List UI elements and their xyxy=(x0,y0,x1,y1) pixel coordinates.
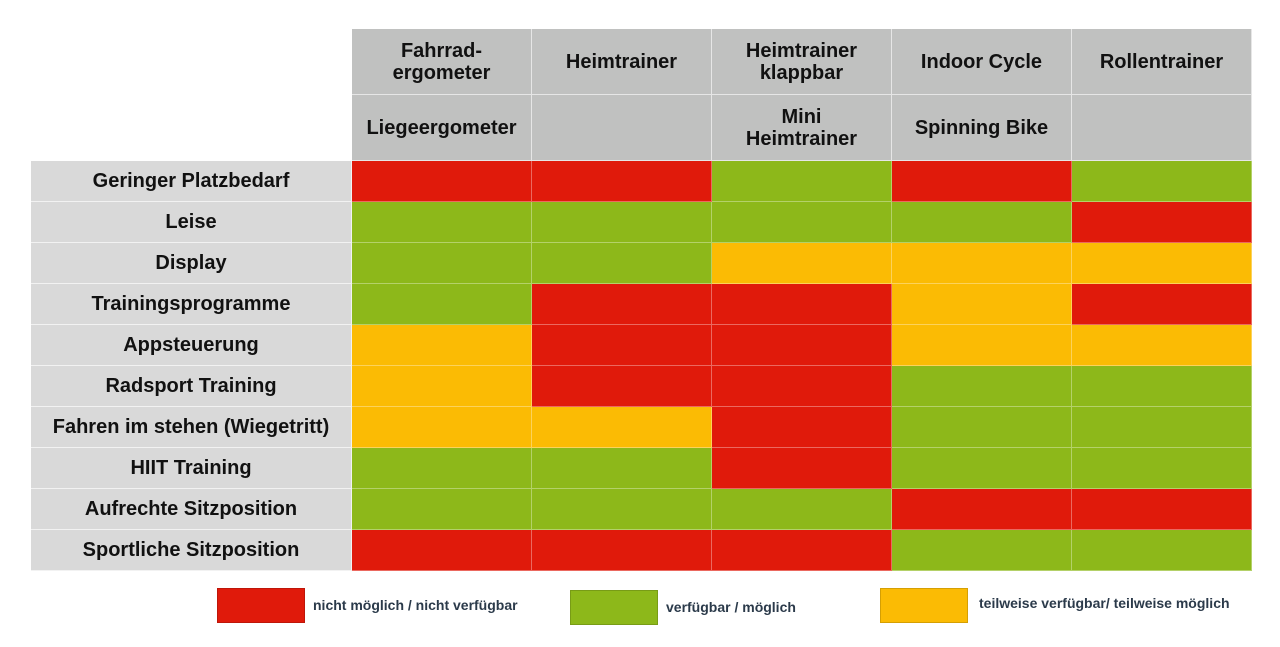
rating-cell-gelb xyxy=(1072,243,1252,284)
rating-cell-rot xyxy=(1072,202,1252,243)
rating-cell-gelb xyxy=(892,243,1072,284)
row-label: Geringer Platzbedarf xyxy=(31,161,352,202)
column-header-top-text: Heimtrainer klappbar xyxy=(745,39,858,84)
rating-cell-gelb xyxy=(352,325,532,366)
rating-cell-gruen xyxy=(892,448,1072,489)
row-label: Display xyxy=(31,243,352,284)
rating-cell-gruen xyxy=(532,448,712,489)
rating-cell-gruen xyxy=(352,243,532,284)
column-header-top: Heimtrainer xyxy=(532,29,712,95)
rating-cell-rot xyxy=(712,448,892,489)
rating-cell-rot xyxy=(1072,284,1252,325)
rating-cell-rot xyxy=(532,161,712,202)
legend-label: verfügbar / möglich xyxy=(666,599,796,615)
rating-cell-gelb xyxy=(532,407,712,448)
rating-cell-gelb xyxy=(892,284,1072,325)
rating-cell-rot xyxy=(892,489,1072,530)
column-header-bottom: Mini Heimtrainer xyxy=(712,95,892,161)
row-label: Aufrechte Sitzposition xyxy=(31,489,352,530)
row-label: Trainingsprogramme xyxy=(31,284,352,325)
rating-cell-gruen xyxy=(532,202,712,243)
column-header-bottom-text: Spinning Bike xyxy=(914,116,1049,139)
rating-cell-gruen xyxy=(532,489,712,530)
row-label-text: Aufrechte Sitzposition xyxy=(84,497,298,520)
row-label: HIIT Training xyxy=(31,448,352,489)
rating-cell-gruen xyxy=(892,366,1072,407)
rating-cell-gruen xyxy=(352,489,532,530)
rating-cell-gruen xyxy=(352,202,532,243)
row-label-text: Leise xyxy=(165,210,217,233)
row-label: Sportliche Sitzposition xyxy=(31,530,352,571)
row-label-text: Appsteuerung xyxy=(123,333,259,356)
column-header-top-text: Indoor Cycle xyxy=(920,50,1043,73)
column-header-top-text: Heimtrainer xyxy=(565,50,678,73)
rating-cell-rot xyxy=(532,325,712,366)
rating-cell-rot xyxy=(892,161,1072,202)
legend-label: teilweise verfügbar/ teilweise möglich xyxy=(979,595,1230,611)
rating-cell-gruen xyxy=(352,284,532,325)
column-header-top: Rollentrainer xyxy=(1072,29,1252,95)
column-header-bottom-text: Mini Heimtrainer xyxy=(745,105,858,150)
rating-cell-gruen xyxy=(892,407,1072,448)
rating-cell-gelb xyxy=(712,243,892,284)
row-label-text: Sportliche Sitzposition xyxy=(82,538,300,561)
rating-cell-gruen xyxy=(1072,161,1252,202)
row-label-text: HIIT Training xyxy=(130,456,252,479)
rating-cell-gruen xyxy=(1072,407,1252,448)
column-header-top: Indoor Cycle xyxy=(892,29,1072,95)
rating-cell-gruen xyxy=(352,448,532,489)
rating-cell-rot xyxy=(712,530,892,571)
rating-cell-gelb xyxy=(352,407,532,448)
rating-cell-gruen xyxy=(1072,448,1252,489)
column-header-bottom: Liegeergometer xyxy=(352,95,532,161)
rating-cell-rot xyxy=(712,407,892,448)
rating-cell-gelb xyxy=(1072,325,1252,366)
rating-cell-rot xyxy=(712,366,892,407)
row-label-text: Radsport Training xyxy=(105,374,277,397)
rating-cell-gruen xyxy=(712,202,892,243)
column-header-top: Fahrrad- ergometer xyxy=(352,29,532,95)
row-label: Appsteuerung xyxy=(31,325,352,366)
rating-cell-rot xyxy=(352,161,532,202)
column-header-bottom: Spinning Bike xyxy=(892,95,1072,161)
row-label-text: Trainingsprogramme xyxy=(91,292,291,315)
rating-cell-gruen xyxy=(1072,530,1252,571)
row-label-text: Fahren im stehen (Wiegetritt) xyxy=(52,415,330,438)
rating-cell-gruen xyxy=(712,489,892,530)
rating-cell-gruen xyxy=(712,161,892,202)
column-header-bottom xyxy=(532,95,712,161)
row-label: Fahren im stehen (Wiegetritt) xyxy=(31,407,352,448)
column-header-top-text: Fahrrad- ergometer xyxy=(392,39,491,84)
rating-cell-rot xyxy=(532,366,712,407)
column-header-bottom xyxy=(1072,95,1252,161)
row-label-text: Display xyxy=(155,251,227,274)
rating-cell-gelb xyxy=(892,325,1072,366)
rating-cell-gruen xyxy=(532,243,712,284)
rating-cell-rot xyxy=(532,284,712,325)
rating-cell-gruen xyxy=(1072,366,1252,407)
row-label-text: Geringer Platzbedarf xyxy=(92,169,290,192)
rating-cell-rot xyxy=(712,284,892,325)
rating-cell-rot xyxy=(1072,489,1252,530)
rating-cell-rot xyxy=(532,530,712,571)
row-label: Radsport Training xyxy=(31,366,352,407)
rating-cell-gruen xyxy=(892,202,1072,243)
rating-cell-rot xyxy=(352,530,532,571)
row-label: Leise xyxy=(31,202,352,243)
legend-label: nicht möglich / nicht verfügbar xyxy=(313,597,518,613)
legend-swatch-gruen xyxy=(570,590,658,625)
legend-swatch-gelb xyxy=(880,588,968,623)
column-header-top: Heimtrainer klappbar xyxy=(712,29,892,95)
rating-cell-gruen xyxy=(892,530,1072,571)
rating-cell-gelb xyxy=(352,366,532,407)
rating-cell-rot xyxy=(712,325,892,366)
legend-swatch-rot xyxy=(217,588,305,623)
column-header-bottom-text: Liegeergometer xyxy=(366,116,517,139)
column-header-top-text: Rollentrainer xyxy=(1099,50,1224,73)
